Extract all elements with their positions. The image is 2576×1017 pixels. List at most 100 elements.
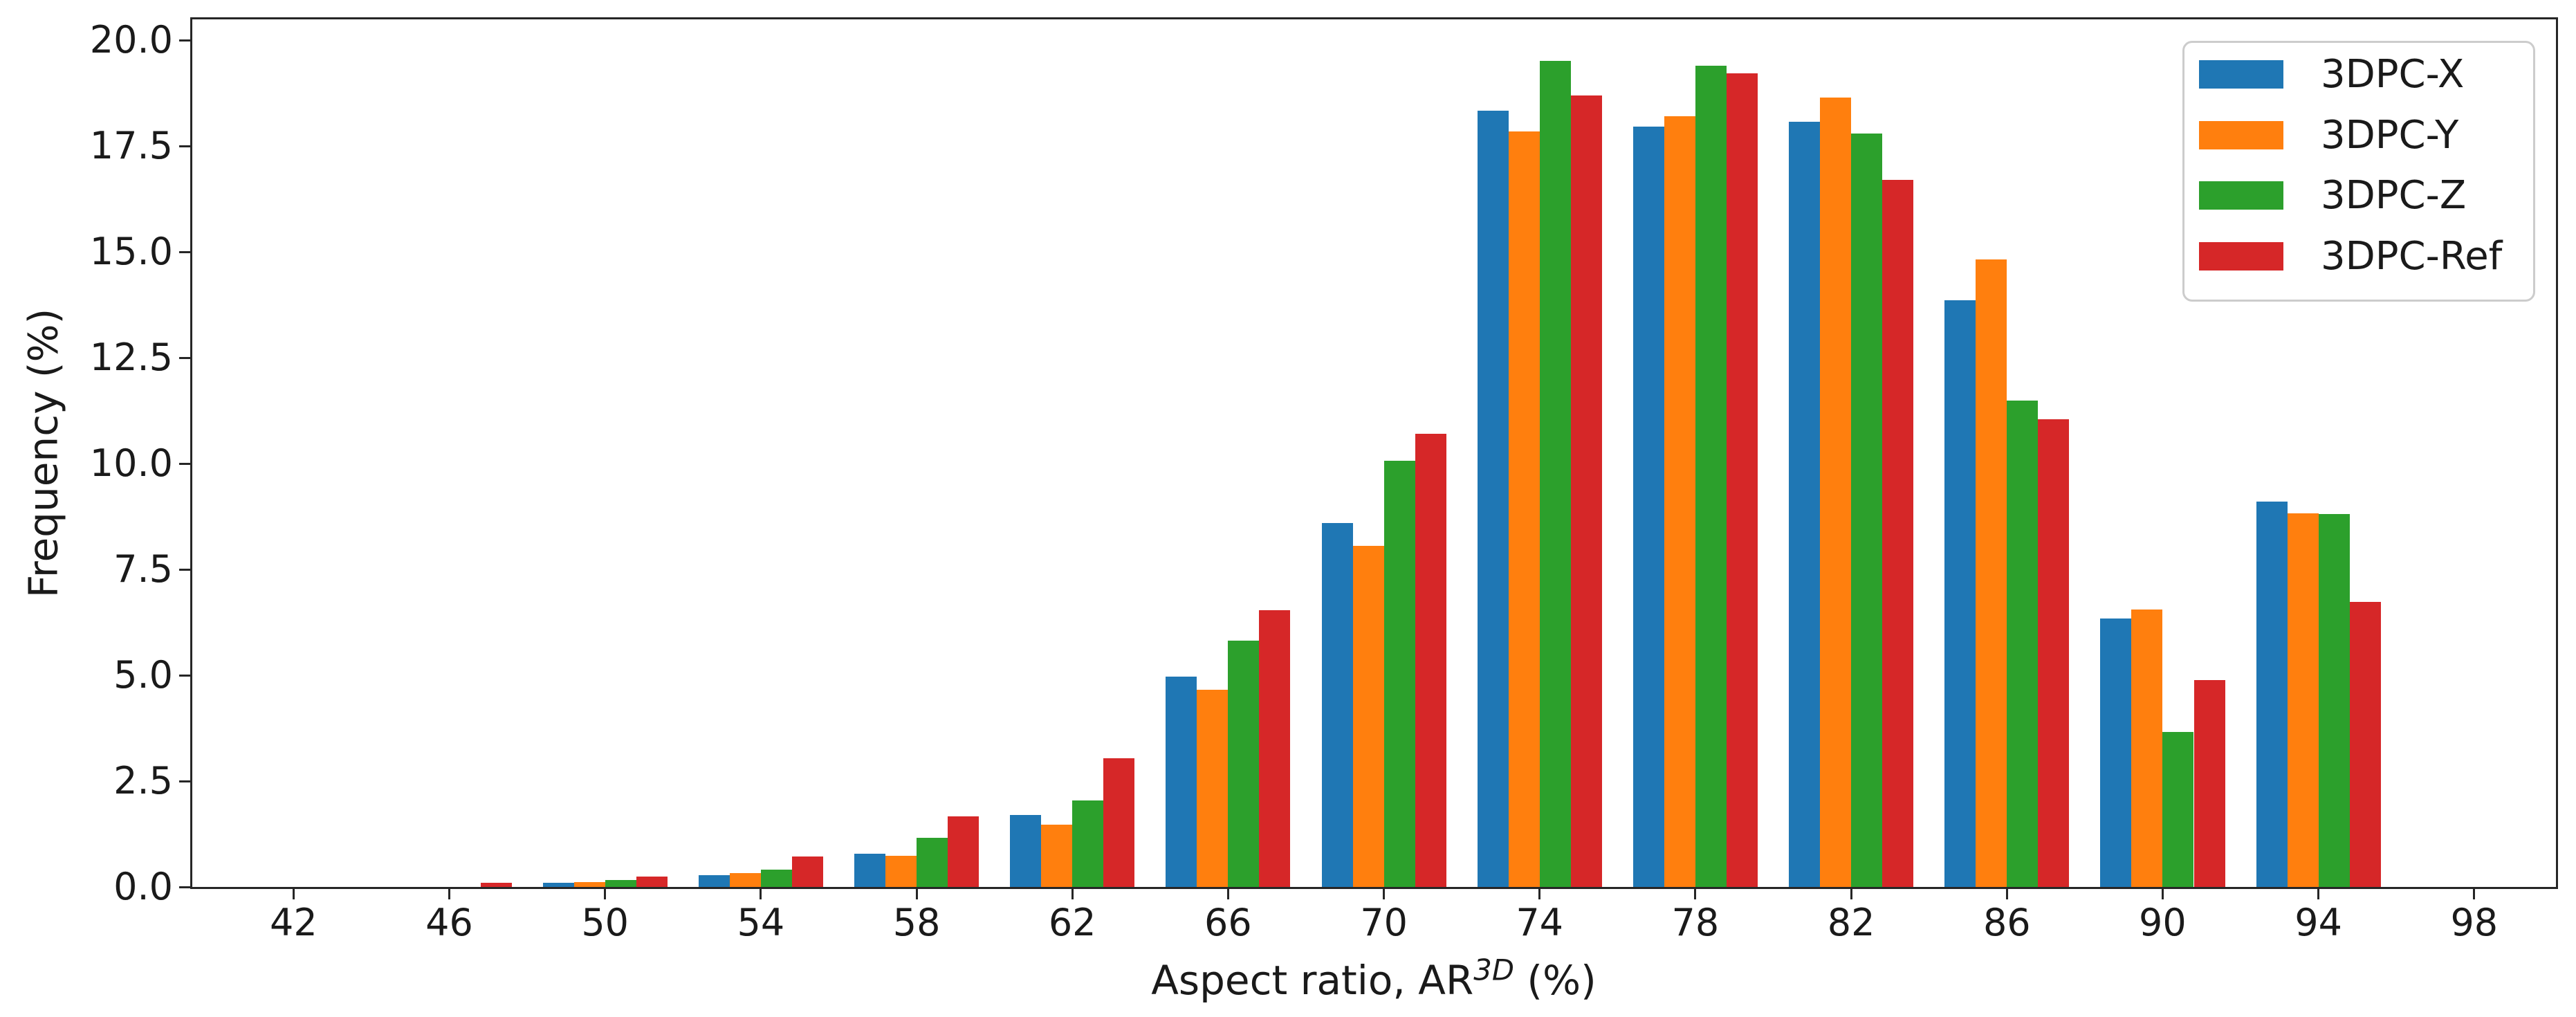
x-tick-label-98: 98 [2450,901,2499,944]
x-tick-label-74: 74 [1516,901,1564,944]
bar-3dpc-x-70 [1321,523,1353,887]
bar-3dpc-z-94 [2318,514,2350,887]
bar-3dpc-y-78 [1664,116,1695,887]
bar-3dpc-y-94 [2287,513,2319,887]
y-tick-label-12.5: 12.5 [89,336,173,379]
x-tick-label-42: 42 [270,901,318,944]
x-axis-label-prefix: Aspect ratio, AR [1151,957,1474,1004]
x-tick-58 [915,889,918,899]
x-tick-46 [448,889,450,899]
bar-3dpc-z-62 [1072,800,1104,887]
x-tick-82 [1850,889,1852,899]
y-tick-15.0 [179,250,190,253]
legend-label-3dpc-z: 3DPC-Z [2321,172,2467,218]
x-tick-label-54: 54 [737,901,785,944]
bar-3dpc-ref-94 [2349,601,2381,887]
x-tick-label-62: 62 [1048,901,1096,944]
x-tick-94 [2317,889,2320,899]
bar-3dpc-ref-54 [791,856,823,887]
x-tick-label-78: 78 [1671,901,1720,944]
x-tick-74 [1538,889,1541,899]
legend-swatch-3dpc-ref [2199,242,2283,271]
bar-3dpc-x-74 [1477,111,1509,887]
legend-item-3dpc-ref: 3DPC-Ref [2199,237,2502,275]
legend-label-3dpc-x: 3DPC-X [2321,51,2465,97]
legend-swatch-3dpc-y [2199,121,2283,149]
bar-3dpc-z-70 [1383,461,1415,887]
y-tick-5.0 [179,674,190,677]
y-tick-10.0 [179,462,190,465]
y-tick-2.5 [179,780,190,782]
bar-3dpc-z-54 [760,869,792,887]
bar-3dpc-x-86 [1944,300,1976,887]
x-axis-label-superscript: 3D [1473,953,1514,987]
bar-3dpc-y-66 [1197,689,1229,887]
x-tick-label-82: 82 [1827,901,1875,944]
y-axis-label: Frequency (%) [19,308,67,598]
x-tick-78 [1694,889,1697,899]
bar-3dpc-z-66 [1228,641,1260,887]
bar-3dpc-ref-50 [636,876,668,887]
x-tick-label-58: 58 [892,901,941,944]
x-tick-label-70: 70 [1360,901,1408,944]
y-tick-label-7.5: 7.5 [113,547,173,591]
bar-3dpc-y-62 [1041,825,1073,887]
x-tick-86 [2005,889,2008,899]
x-tick-66 [1226,889,1229,899]
legend-item-3dpc-x: 3DPC-X [2199,55,2464,93]
x-tick-42 [292,889,295,899]
legend-swatch-3dpc-x [2199,60,2283,89]
bar-3dpc-z-50 [605,879,636,887]
x-axis-label: Aspect ratio, AR3D (%) [1151,955,1597,1004]
x-tick-label-66: 66 [1204,901,1252,944]
x-tick-62 [1071,889,1074,899]
legend-item-3dpc-y: 3DPC-Y [2199,116,2458,154]
bar-3dpc-y-82 [1820,97,1852,887]
bar-3dpc-x-58 [854,854,885,887]
y-tick-12.5 [179,356,190,359]
bar-3dpc-x-62 [1010,815,1042,887]
bar-3dpc-y-58 [885,855,917,887]
bar-3dpc-y-50 [573,881,605,887]
bar-3dpc-ref-66 [1259,610,1291,887]
plot-area [190,17,2558,889]
bar-3dpc-z-58 [917,838,948,887]
y-tick-label-5.0: 5.0 [113,653,173,697]
bar-3dpc-y-74 [1508,131,1540,887]
y-tick-0.0 [179,886,190,888]
bar-3dpc-y-54 [729,872,761,887]
x-tick-70 [1383,889,1386,899]
x-tick-98 [2473,889,2476,899]
y-tick-7.5 [179,568,190,571]
bar-3dpc-ref-70 [1415,434,1446,887]
y-tick-label-15.0: 15.0 [89,230,173,273]
bar-3dpc-ref-74 [1570,95,1602,887]
bar-3dpc-ref-58 [948,816,979,887]
bar-3dpc-x-82 [1789,121,1820,887]
x-tick-90 [2161,889,2164,899]
bar-3dpc-z-74 [1539,61,1571,887]
legend-swatch-3dpc-z [2199,181,2283,210]
bar-3dpc-x-90 [2100,619,2132,887]
bar-3dpc-y-86 [1976,259,2007,887]
y-tick-17.5 [179,145,190,147]
bar-3dpc-ref-90 [2193,680,2225,887]
bar-3dpc-z-78 [1695,66,1727,887]
bar-3dpc-y-70 [1352,545,1384,887]
y-tick-label-20.0: 20.0 [89,18,173,62]
y-tick-label-0.0: 0.0 [113,865,173,908]
x-tick-50 [604,889,607,899]
y-tick-label-10.0: 10.0 [89,441,173,485]
bar-3dpc-ref-46 [480,882,512,887]
x-tick-label-86: 86 [1982,901,2031,944]
x-axis-label-suffix: (%) [1514,957,1597,1004]
y-tick-label-17.5: 17.5 [89,124,173,167]
x-tick-54 [760,889,762,899]
bar-3dpc-ref-62 [1103,758,1135,887]
y-tick-label-2.5: 2.5 [113,759,173,803]
x-tick-label-50: 50 [581,901,629,944]
legend-label-3dpc-ref: 3DPC-Ref [2321,233,2503,279]
bar-3dpc-ref-86 [2038,419,2070,887]
bar-3dpc-ref-78 [1727,73,1758,887]
